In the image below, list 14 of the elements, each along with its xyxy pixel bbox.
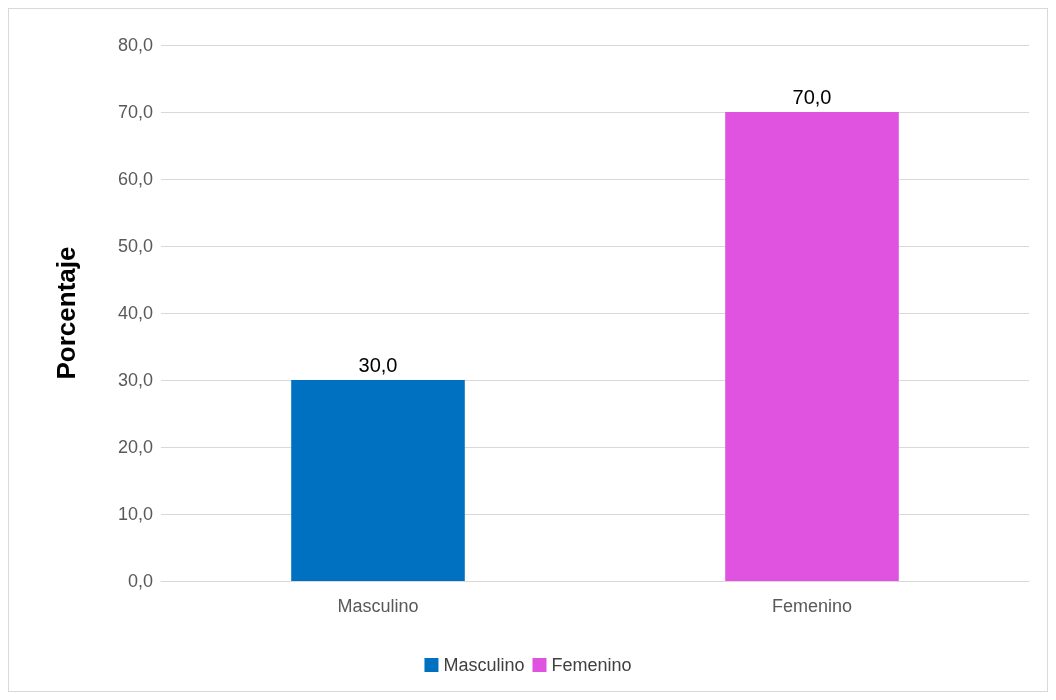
y-axis-title: Porcentaje [51, 246, 81, 380]
y-tick-label: 40,0 [117, 303, 153, 323]
legend-label: Masculino [443, 655, 525, 675]
y-tick-label: 30,0 [117, 370, 153, 390]
data-label: 30,0 [358, 354, 398, 376]
y-tick-label: 0,0 [127, 571, 153, 591]
y-tick-label: 70,0 [117, 102, 153, 122]
y-tick-label: 80,0 [117, 35, 153, 55]
y-tick-label: 50,0 [117, 236, 153, 256]
y-tick-label: 20,0 [117, 437, 153, 457]
data-label: 70,0 [792, 86, 832, 108]
legend-label: Femenino [551, 655, 632, 675]
y-tick-label: 10,0 [117, 504, 153, 524]
y-tick-label: 60,0 [117, 169, 153, 189]
